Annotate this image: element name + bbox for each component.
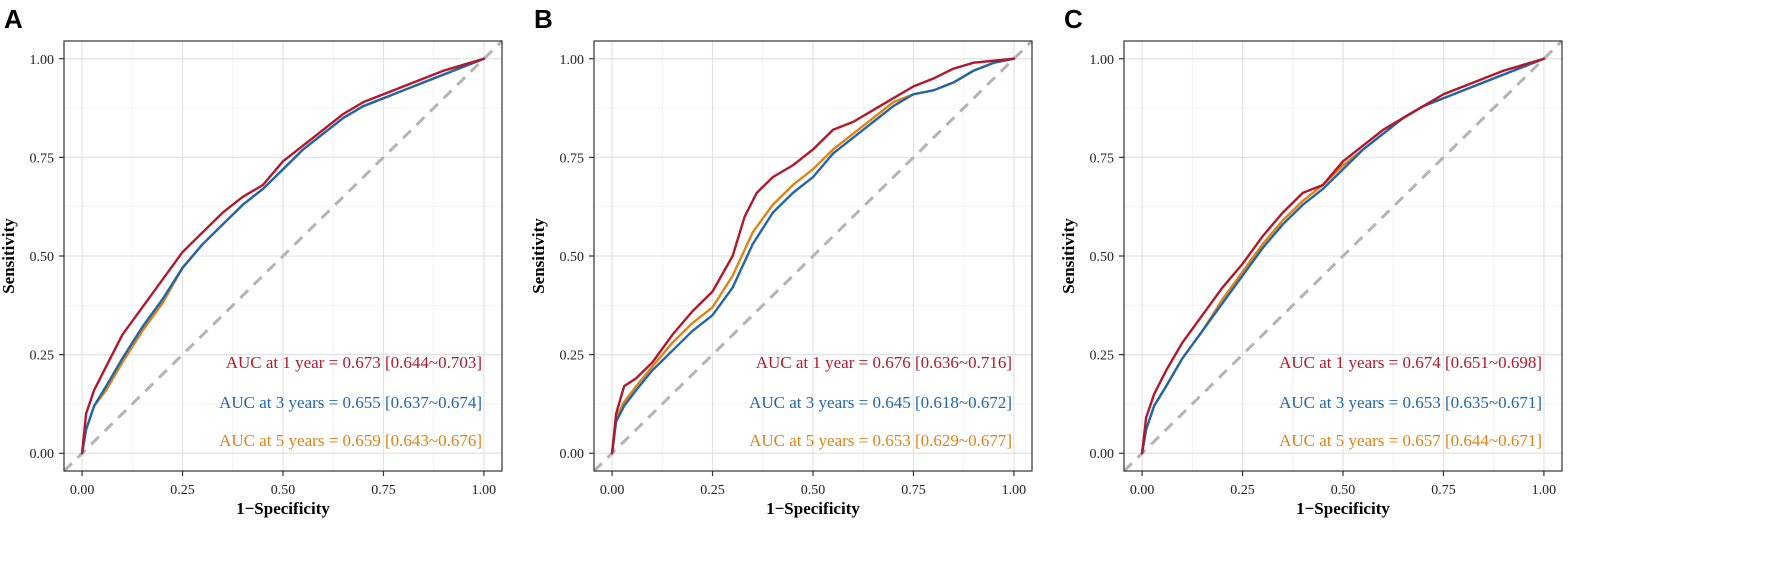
x-tick-label: 0.50	[801, 483, 826, 498]
y-tick-label: 1.00	[1090, 53, 1115, 68]
x-tick-label: 1.00	[472, 483, 497, 498]
panel-c-y-axis-title: Sensitivity	[1059, 218, 1078, 294]
y-tick-label: 0.25	[1090, 349, 1115, 364]
y-tick-label: 0.00	[30, 447, 55, 462]
panel-a-y-axis-title: Sensitivity	[0, 218, 18, 294]
panel-b-auc-label-5-years: AUC at 5 years = 0.653 [0.629~0.677]	[749, 431, 1012, 450]
panel-c-auc-label-1-years: AUC at 1 years = 0.674 [0.651~0.698]	[1279, 353, 1542, 372]
x-tick-label: 0.25	[1230, 483, 1255, 498]
y-tick-label: 0.50	[30, 250, 55, 265]
y-tick-label: 0.50	[1090, 250, 1115, 265]
panel-a-reference-diagonal	[62, 39, 504, 473]
x-tick-label: 0.25	[170, 483, 195, 498]
panel-b-y-axis-title: Sensitivity	[529, 218, 548, 294]
y-tick-label: 0.25	[30, 349, 55, 364]
panel-a-roc-curve-1-year	[80, 57, 486, 455]
x-tick-label: 0.75	[371, 483, 396, 498]
x-tick-label: 0.00	[1130, 483, 1155, 498]
x-tick-label: 1.00	[1002, 483, 1027, 498]
y-tick-label: 1.00	[30, 53, 55, 68]
y-tick-label: 0.00	[560, 447, 585, 462]
x-tick-label: 0.75	[1431, 483, 1456, 498]
y-tick-label: 0.00	[1090, 447, 1115, 462]
panel-b-auc-label-1-year: AUC at 1 year = 0.676 [0.636~0.716]	[756, 353, 1012, 372]
x-tick-label: 0.50	[271, 483, 296, 498]
y-tick-label: 0.75	[1090, 151, 1115, 166]
panel-a-auc-label-5-years: AUC at 5 years = 0.659 [0.643~0.676]	[219, 431, 482, 450]
x-tick-label: 0.00	[70, 483, 95, 498]
panel-b-x-axis-title: 1−Specificity	[766, 499, 860, 518]
panel-b-reference-diagonal	[592, 39, 1034, 473]
panel-a: A 0.00 0.25 0.50 0.75 1.00 0.00 0.25 0.50 0.75 1.0…	[0, 4, 504, 518]
panel-c-auc-label-5-years: AUC at 5 years = 0.657 [0.644~0.671]	[1279, 431, 1542, 450]
panel-c-roc-curve-3-years	[1140, 57, 1546, 455]
panel-b-roc-curve-3-years	[610, 57, 1016, 455]
panel-a-x-axis-title: 1−Specificity	[236, 499, 330, 518]
panel-c: C 0.00 0.25 0.50 0.75 1.00 0.00 0.25 0.50 0.75 1.0…	[1059, 4, 1564, 518]
panel-c-auc-label-3-years: AUC at 3 years = 0.653 [0.635~0.671]	[1279, 393, 1542, 412]
x-tick-label: 0.75	[901, 483, 926, 498]
x-tick-label: 0.50	[1331, 483, 1356, 498]
panel-c-letter: C	[1064, 4, 1083, 34]
y-tick-label: 1.00	[560, 53, 585, 68]
panel-c-grid	[1124, 41, 1562, 471]
panel-c-roc-curve-1-years	[1140, 57, 1546, 455]
panel-a-roc-curve-3-years	[80, 57, 486, 455]
panel-b-grid	[594, 41, 1032, 471]
panel-a-letter: A	[4, 4, 23, 34]
panel-c-x-axis-title: 1−Specificity	[1296, 499, 1390, 518]
panel-a-auc-label-1-year: AUC at 1 year = 0.673 [0.644~0.703]	[226, 353, 482, 372]
panel-c-reference-diagonal	[1122, 39, 1564, 473]
x-tick-label: 1.00	[1532, 483, 1557, 498]
y-tick-label: 0.25	[560, 349, 585, 364]
panel-b: B 0.00 0.25 0.50 0.75 1.00 0.00 0.25 0.50 0.75 1.0…	[529, 4, 1034, 518]
y-tick-label: 0.75	[560, 151, 585, 166]
x-tick-label: 0.25	[700, 483, 725, 498]
panel-b-auc-label-3-years: AUC at 3 years = 0.645 [0.618~0.672]	[749, 393, 1012, 412]
panel-a-auc-label-3-years: AUC at 3 years = 0.655 [0.637~0.674]	[219, 393, 482, 412]
panel-b-letter: B	[534, 4, 553, 34]
y-tick-label: 0.75	[30, 151, 55, 166]
y-tick-label: 0.50	[560, 250, 585, 265]
x-tick-label: 0.00	[600, 483, 625, 498]
panel-b-roc-curve-1-year	[610, 57, 1016, 455]
